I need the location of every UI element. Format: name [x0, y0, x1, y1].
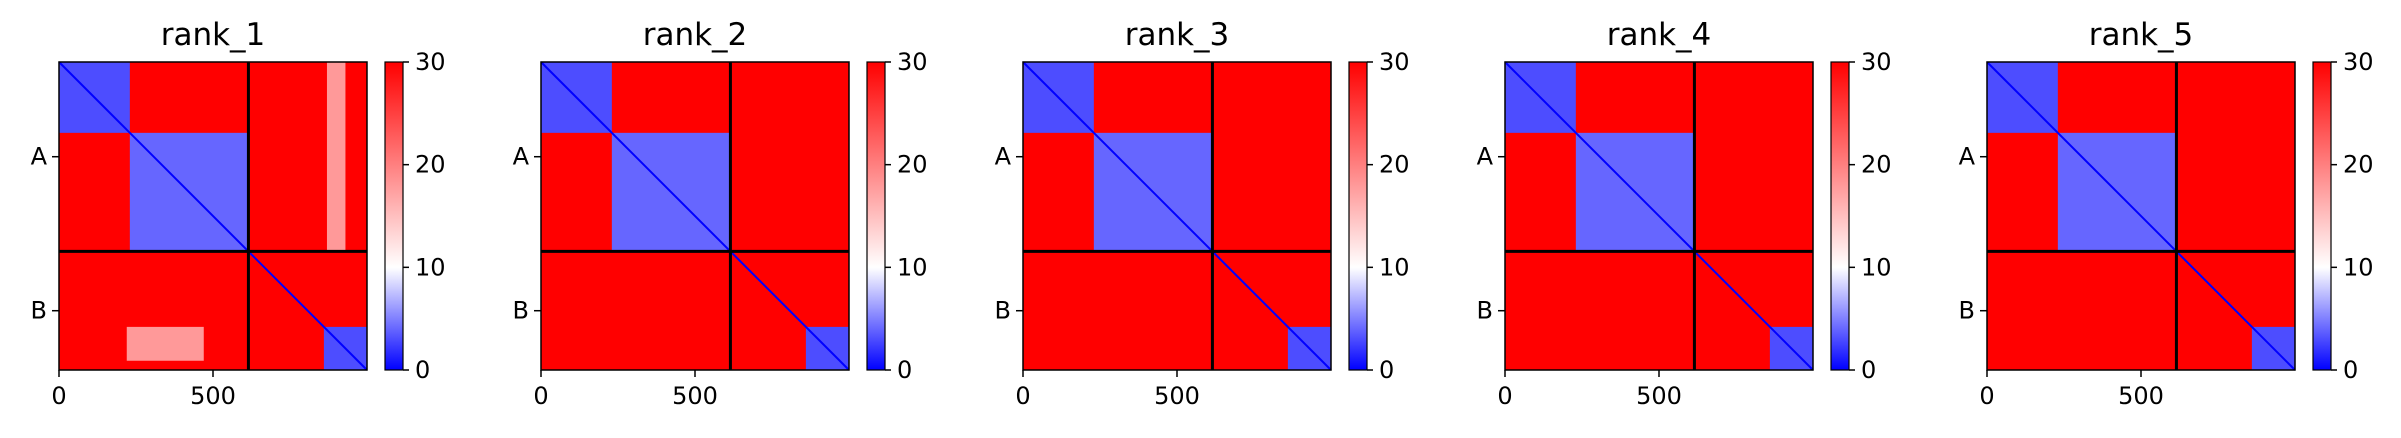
- heatmap-cell-block: [126, 326, 204, 361]
- colorbar-tick-label: 20: [1379, 151, 1410, 179]
- chain-label-A: A: [995, 143, 1012, 171]
- colorbar-tick-label: 30: [415, 48, 446, 76]
- chain-label-A: A: [1959, 143, 1976, 171]
- x-tick-label: 0: [533, 382, 548, 410]
- heatmap-panel-1: rank_1 A B 0 500 0 10 20 30: [31, 17, 446, 410]
- chain-label-A: A: [31, 143, 48, 171]
- colorbar-tick-label: 20: [897, 151, 928, 179]
- colorbar-tick-label: 30: [2343, 48, 2374, 76]
- x-tick-label: 500: [1636, 382, 1682, 410]
- heatmap-panel-5: rank_5 A B 0 500 0 10 20 30: [1959, 17, 2374, 410]
- x-tick-label: 500: [190, 382, 236, 410]
- colorbar-tick-label: 20: [1861, 151, 1892, 179]
- panel-title: rank_2: [643, 17, 748, 53]
- heatmap-diagonal: [1986, 61, 2296, 371]
- colorbar: [866, 61, 886, 371]
- colorbar-tick-label: 30: [897, 48, 928, 76]
- panel-title: rank_3: [1125, 17, 1230, 53]
- heatmap-diagonal: [1504, 61, 1814, 371]
- colorbar-tick-label: 10: [1861, 253, 1892, 281]
- colorbar-tick-label: 10: [897, 253, 928, 281]
- x-tick-label: 0: [51, 382, 66, 410]
- heatmap-diagonal: [58, 61, 368, 371]
- chain-label-B: B: [513, 297, 529, 325]
- panel-title: rank_5: [2089, 17, 2194, 53]
- colorbar-tick-label: 20: [415, 151, 446, 179]
- panel-title: rank_1: [161, 17, 266, 53]
- chain-label-B: B: [1477, 297, 1493, 325]
- x-tick-label: 500: [1154, 382, 1200, 410]
- heatmap-cell-block: [326, 62, 346, 252]
- chain-label-A: A: [1477, 143, 1494, 171]
- panel-title: rank_4: [1607, 17, 1712, 53]
- colorbar-tick-label: 20: [2343, 151, 2374, 179]
- heatmap-panel-4: rank_4 A B 0 500 0 10 20 30: [1477, 17, 1892, 410]
- x-tick-label: 500: [2118, 382, 2164, 410]
- heatmap-diagonal: [540, 61, 850, 371]
- colorbar-tick-label: 0: [2343, 356, 2358, 384]
- heatmap-panel-2: rank_2 A B 0 500 0 10 20 30: [513, 17, 928, 410]
- chain-label-B: B: [31, 297, 47, 325]
- chain-label-A: A: [513, 143, 530, 171]
- colorbar-tick-label: 30: [1861, 48, 1892, 76]
- x-tick-label: 0: [1979, 382, 1994, 410]
- colorbar: [2312, 61, 2332, 371]
- colorbar: [1830, 61, 1850, 371]
- colorbar-tick-label: 30: [1379, 48, 1410, 76]
- x-tick-label: 500: [672, 382, 718, 410]
- heatmap-panel-3: rank_3 A B 0 500 0 10 20 30: [995, 17, 1410, 410]
- colorbar-tick-label: 0: [415, 356, 430, 384]
- chain-label-B: B: [1959, 297, 1975, 325]
- heatmap-diagonal: [1022, 61, 1332, 371]
- colorbar-tick-label: 0: [1379, 356, 1394, 384]
- colorbar: [384, 61, 404, 371]
- colorbar-tick-label: 10: [415, 253, 446, 281]
- colorbar-tick-label: 10: [1379, 253, 1410, 281]
- colorbar-tick-label: 10: [2343, 253, 2374, 281]
- x-tick-label: 0: [1497, 382, 1512, 410]
- colorbar-tick-label: 0: [897, 356, 912, 384]
- x-tick-label: 0: [1015, 382, 1030, 410]
- chain-label-B: B: [995, 297, 1011, 325]
- colorbar-tick-label: 0: [1861, 356, 1876, 384]
- colorbar: [1348, 61, 1368, 371]
